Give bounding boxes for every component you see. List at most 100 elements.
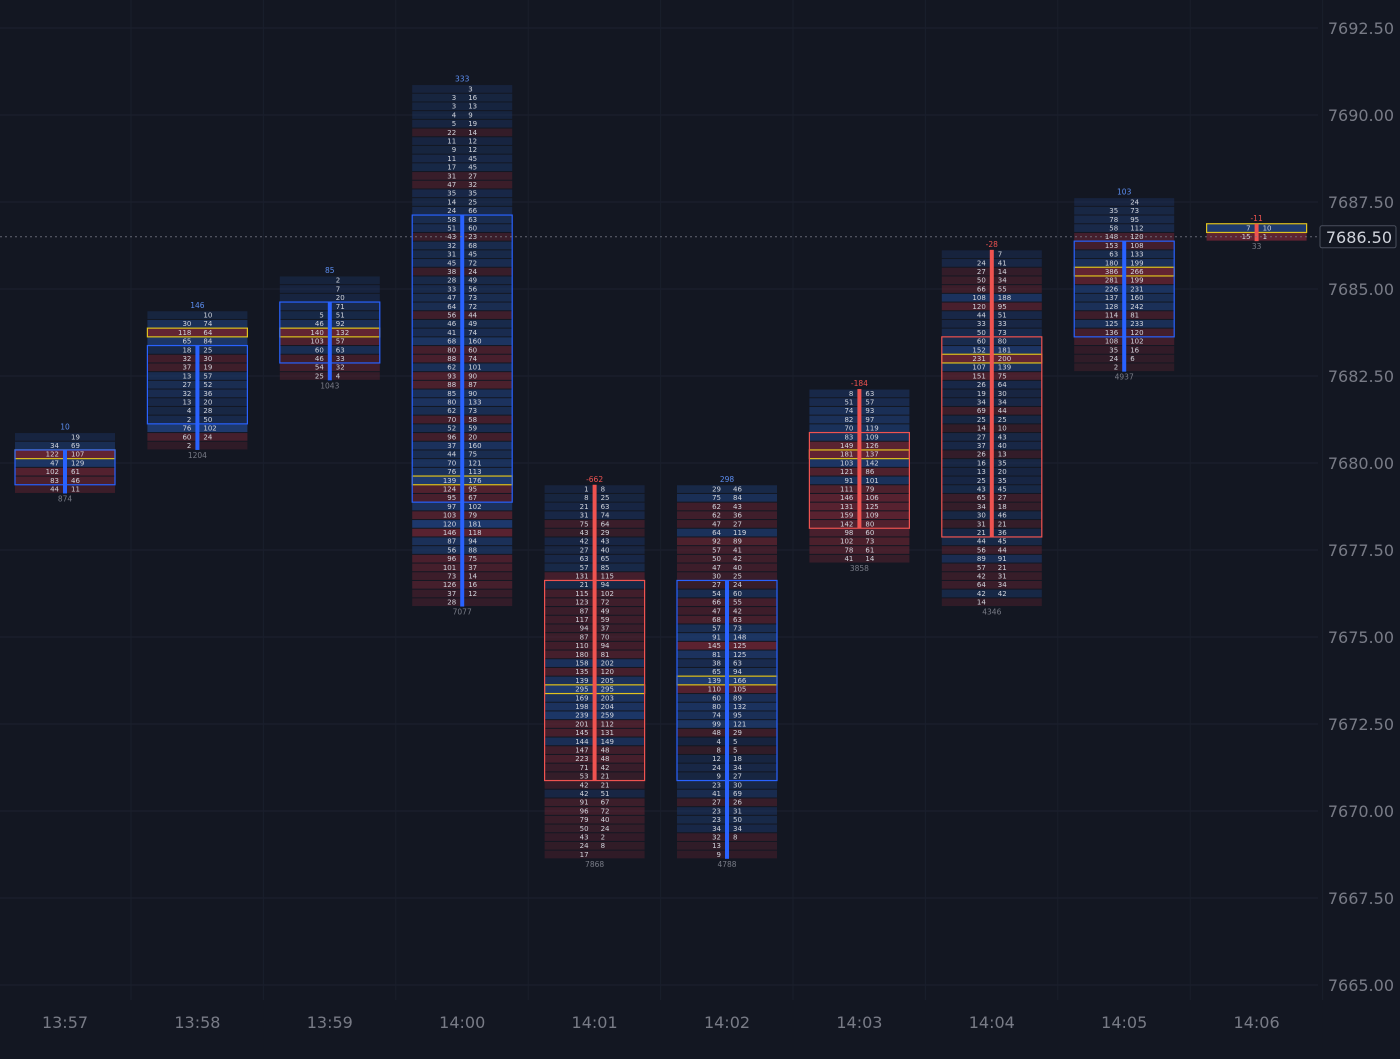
- ask-volume-label: 90: [468, 390, 477, 398]
- delta-label: -11: [1250, 214, 1262, 223]
- last-price-label: 7686.50: [1326, 228, 1392, 247]
- bid-volume-label: 147: [575, 746, 588, 754]
- bid-volume-label: 38: [712, 659, 721, 667]
- ask-volume-label: 72: [601, 807, 610, 815]
- ask-volume-label: 43: [601, 538, 610, 546]
- footprint-candle[interactable]: 10 30 74 118 64 65 84 18 25 32 30 37 19 13 57 27 52 32 36 1…: [146, 301, 248, 460]
- ask-volume-label: 51: [998, 311, 1007, 319]
- ask-volume-label: 60: [468, 346, 477, 354]
- bid-volume-label: 26: [977, 381, 986, 389]
- bid-volume-label: 64: [977, 581, 986, 589]
- ask-volume-label: 7: [336, 285, 340, 293]
- footprint-candle[interactable]: 8 63 51 57 74 93 82 97 70 119 83 109 149 126 181 137 103…: [808, 379, 911, 573]
- ask-volume-label: 30: [998, 390, 1007, 398]
- bid-volume-label: 37: [447, 442, 456, 450]
- bid-volume-label: 110: [708, 686, 721, 694]
- bid-volume-label: 24: [977, 259, 986, 267]
- footprint-row: [677, 485, 777, 493]
- bid-volume-label: 96: [580, 807, 589, 815]
- ask-volume-label: 102: [468, 503, 481, 511]
- ask-volume-label: 63: [336, 346, 345, 354]
- ask-volume-label: 37: [601, 625, 610, 633]
- ask-volume-label: 14: [865, 555, 874, 563]
- footprint-row: [412, 119, 513, 128]
- footprint-row: [1074, 198, 1175, 206]
- footprint-row: [677, 563, 777, 572]
- ask-volume-label: 43: [733, 503, 742, 511]
- volume-label: 4346: [982, 608, 1001, 617]
- bid-volume-label: 74: [844, 407, 853, 415]
- bid-volume-label: 62: [712, 503, 721, 511]
- ask-volume-label: 11: [71, 485, 80, 493]
- footprint-row: [147, 328, 248, 337]
- bid-volume-label: 31: [977, 520, 986, 528]
- footprint-row: [544, 850, 645, 859]
- time-tick-label: 14:06: [1234, 1013, 1280, 1032]
- footprint-row: [677, 546, 777, 554]
- footprint-row: [412, 145, 513, 154]
- footprint-candle[interactable]: 19 34 69 122 107 47 129 102 61 83 46 44 11 10 874: [14, 423, 116, 504]
- bid-volume-label: 25: [315, 372, 324, 380]
- bid-volume-label: 93: [447, 372, 456, 380]
- time-axis[interactable]: 13:57 13:58 13:59 14:00 14:01 14:02 14:03 14:04…: [42, 1013, 1280, 1032]
- bid-volume-label: 71: [580, 764, 589, 772]
- ask-volume-label: 69: [71, 442, 80, 450]
- bid-volume-label: 13: [182, 398, 191, 406]
- bid-volume-label: 149: [840, 442, 853, 450]
- ask-volume-label: 12: [468, 590, 477, 598]
- bid-volume-label: 16: [977, 459, 986, 467]
- ask-volume-label: 5: [733, 738, 737, 746]
- ask-volume-label: 94: [733, 668, 742, 676]
- ask-volume-label: 121: [733, 720, 746, 728]
- bid-volume-label: 88: [447, 381, 456, 389]
- bid-volume-label: 180: [1105, 259, 1118, 267]
- ask-volume-label: 89: [733, 538, 742, 546]
- bid-volume-label: 30: [182, 320, 191, 328]
- bid-volume-label: 5: [319, 311, 323, 319]
- ask-volume-label: 45: [998, 538, 1007, 546]
- ask-volume-label: 27: [998, 494, 1007, 502]
- bid-volume-label: 101: [443, 564, 456, 572]
- bid-volume-label: 89: [977, 555, 986, 563]
- footprint-row: [412, 154, 513, 163]
- bid-volume-label: 14: [977, 599, 986, 607]
- ask-volume-label: 14: [998, 268, 1007, 276]
- footprint-row: [544, 824, 645, 833]
- footprint-row: [1074, 215, 1175, 224]
- price-axis[interactable]: 7692.50 7690.00 7687.50 7685.00 7682.50 7680.…: [1328, 19, 1394, 995]
- bid-volume-label: 181: [840, 451, 853, 459]
- delta-label: 146: [190, 301, 205, 310]
- bid-volume-label: 13: [712, 842, 721, 850]
- bid-volume-label: 145: [708, 642, 721, 650]
- bid-volume-label: 57: [580, 564, 589, 572]
- ask-volume-label: 132: [336, 329, 349, 337]
- bid-volume-label: 56: [447, 311, 456, 319]
- ask-volume-label: 34: [733, 764, 742, 772]
- bid-volume-label: 125: [1105, 320, 1118, 328]
- ask-volume-label: 137: [865, 451, 878, 459]
- bid-volume-label: 50: [712, 555, 721, 563]
- ask-volume-label: 160: [468, 442, 481, 450]
- time-tick-label: 13:58: [174, 1013, 220, 1032]
- ask-volume-label: 45: [468, 251, 477, 259]
- bid-volume-label: 80: [712, 703, 721, 711]
- ask-volume-label: 79: [468, 512, 477, 520]
- bid-volume-label: 74: [712, 712, 721, 720]
- ask-volume-label: 42: [733, 555, 742, 563]
- bid-volume-label: 42: [580, 538, 589, 546]
- ask-volume-label: 20: [468, 433, 477, 441]
- ask-volume-label: 132: [733, 703, 746, 711]
- price-tick-label: 7675.00: [1328, 628, 1394, 647]
- price-tick-label: 7672.50: [1328, 715, 1394, 734]
- bid-volume-label: 128: [1105, 303, 1118, 311]
- bid-volume-label: 43: [977, 485, 986, 493]
- ask-volume-label: 188: [998, 294, 1011, 302]
- bid-volume-label: 27: [977, 268, 986, 276]
- bid-volume-label: 1: [584, 485, 588, 493]
